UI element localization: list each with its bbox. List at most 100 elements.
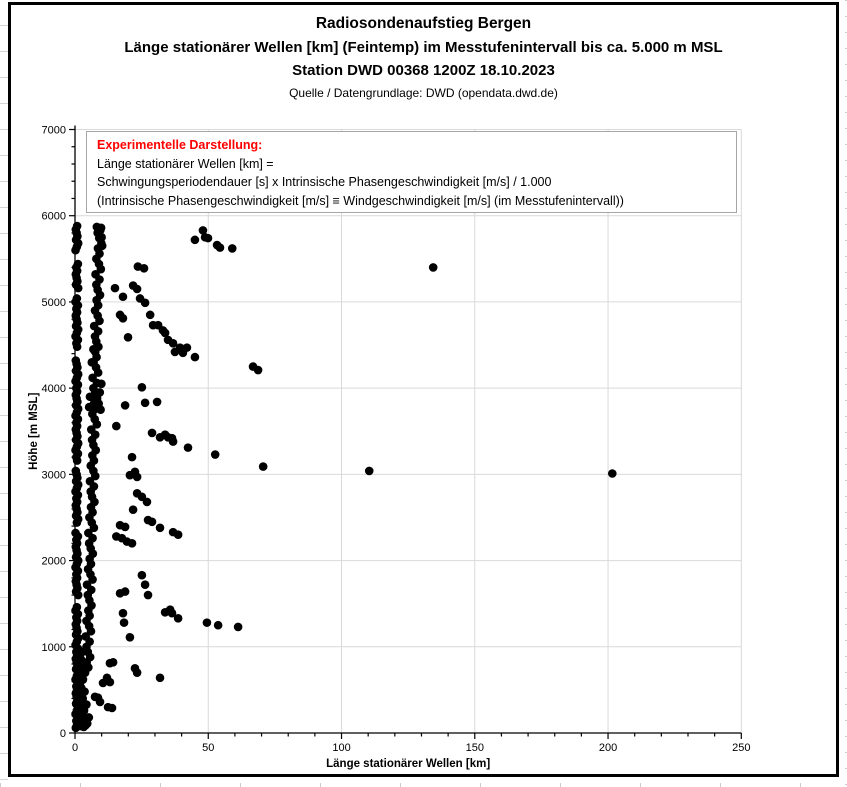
data-point [152,397,162,407]
data-point [77,647,87,657]
data-point [84,713,94,722]
data-point [81,632,90,641]
chart-title-line-1: Radiosondenaufstieg Bergen [315,15,532,32]
data-point [142,497,152,507]
data-point [118,292,128,302]
data-point [73,259,83,269]
data-point [253,365,263,375]
annotation-line-3: (Intrinsische Phasengeschwindigkeit [m/s… [97,193,624,208]
data-point [108,658,118,667]
data-point [139,264,149,273]
data-point [72,294,82,303]
data-point [167,608,177,618]
data-point [97,379,106,389]
data-point [86,425,96,434]
data-point [155,523,165,533]
data-point [98,678,108,688]
x-tick-label: 50 [202,742,214,754]
data-point [88,373,97,383]
data-point [71,356,81,365]
data-point [71,528,80,538]
data-point [202,618,212,627]
y-tick-label: 4000 [42,383,66,395]
data-point [118,314,128,323]
data-point [137,382,147,392]
annotation-line-1: Länge stationärer Wellen [km] = [97,156,274,171]
annotation-box: Experimentelle Darstellung: Länge statio… [86,131,737,213]
data-point [84,402,94,412]
data-point [137,570,147,580]
data-point [190,352,200,362]
data-point [198,226,208,235]
data-point [91,270,100,279]
data-point [118,608,128,618]
data-point [82,580,92,590]
data-point [87,357,97,367]
y-tick-label: 7000 [42,125,66,137]
data-point [85,476,95,486]
data-point [140,580,150,590]
data-point [160,328,170,338]
data-point [233,622,243,632]
data-point [173,530,183,540]
data-point [72,221,82,231]
data-point [140,298,150,308]
spreadsheet-rowlines-right [845,0,847,787]
data-point [89,321,99,331]
y-tick-label: 0 [60,728,66,740]
data-point [258,462,268,471]
data-point [608,469,617,478]
y-tick-label: 6000 [42,211,66,223]
data-point [203,233,213,243]
data-point [120,587,130,596]
chart-title-line-2: Länge stationärer Wellen [km] (Feintemp)… [124,39,723,56]
data-point [127,452,137,462]
y-tick-label: 2000 [42,556,66,568]
y-tick-label: 5000 [42,297,66,309]
data-point [107,703,117,713]
data-point [147,428,157,438]
y-tick-label: 3000 [42,469,66,481]
data-point [364,466,374,476]
data-point [112,421,121,431]
x-tick-label: 0 [72,742,78,754]
data-point [132,472,142,482]
data-point [210,450,220,459]
data-point [120,401,130,410]
data-point [82,700,91,709]
data-point [183,443,193,452]
data-point [92,222,102,232]
data-point [145,310,155,320]
data-point [72,602,82,612]
data-point [155,673,165,683]
data-point [80,687,89,696]
data-point [143,590,153,600]
data-point [428,263,438,272]
data-point [215,243,225,252]
data-point [97,232,106,242]
data-point [190,235,200,245]
y-tick-label: 1000 [42,642,66,654]
data-point [173,614,183,623]
annotation-line-2: Schwingungsperiodendauer [s] x Intrinsis… [97,175,552,189]
data-point [168,437,178,446]
annotation-heading: Experimentelle Darstellung: [97,138,263,152]
data-point [140,398,150,408]
x-tick-label: 150 [466,742,484,754]
data-point [128,505,138,515]
y-axis-title: Höhe [m MSL] [28,392,40,469]
x-axis-title: Länge stationärer Wellen [km] [326,758,490,770]
x-tick-label: 100 [332,742,350,754]
data-point [94,399,104,408]
spreadsheet-columnlines-bottom [0,783,847,787]
data-point [168,339,178,348]
data-point [120,522,130,532]
data-point [132,668,142,677]
data-point [89,345,98,354]
data-point [127,539,137,548]
data-point [85,392,95,402]
data-point [182,343,192,352]
data-point [147,517,157,527]
